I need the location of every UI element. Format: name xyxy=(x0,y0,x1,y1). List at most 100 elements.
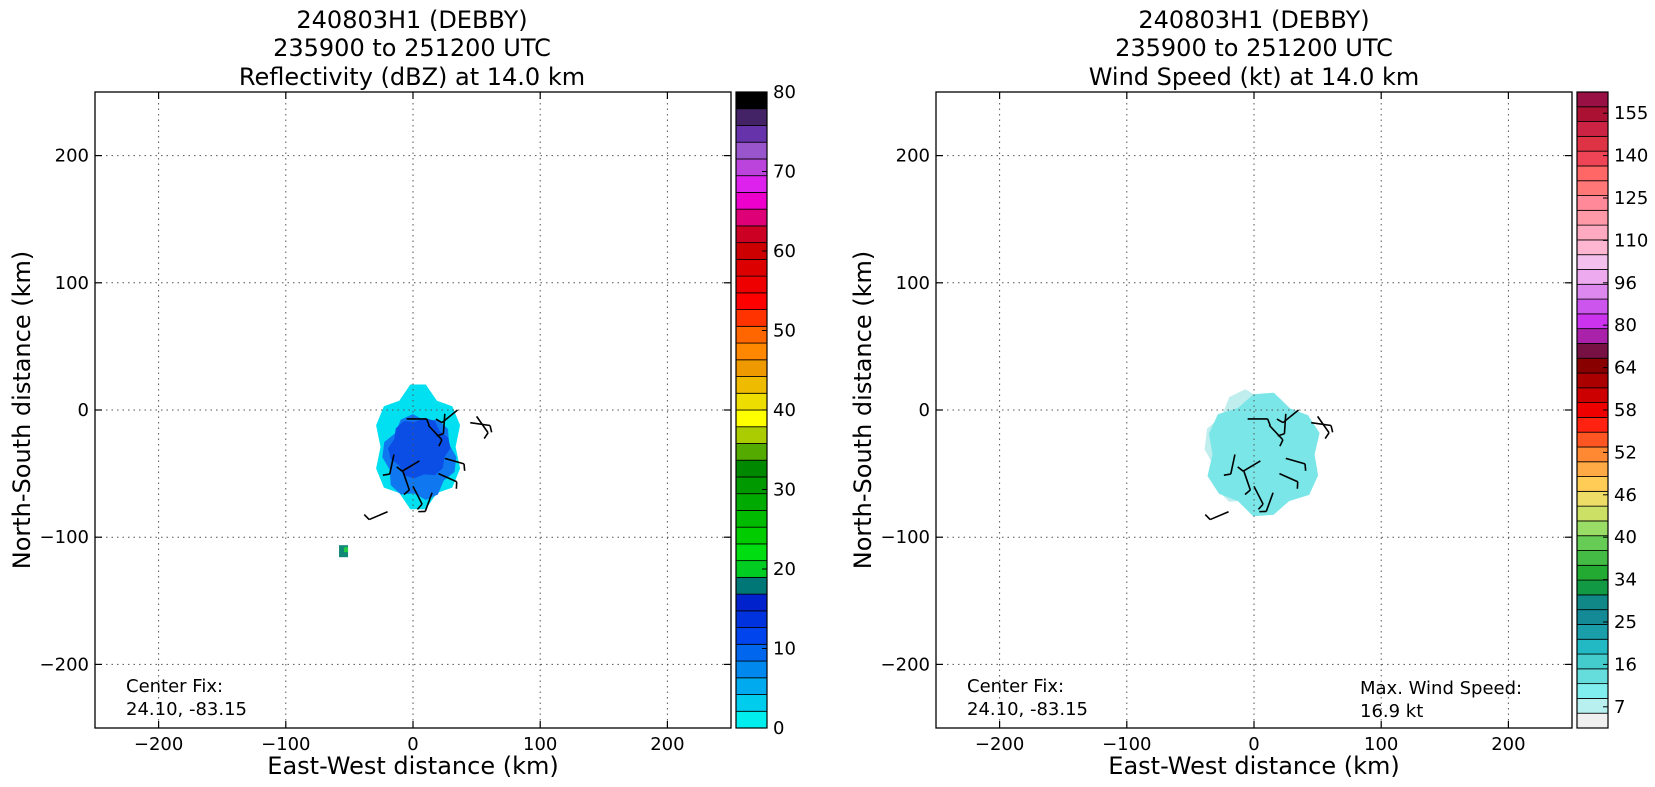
left-panel: 240803H1 (DEBBY) 235900 to 251200 UTC Re… xyxy=(8,6,796,780)
colorbar-segment xyxy=(735,426,768,444)
colorbar-segment xyxy=(735,359,768,377)
wind-barb-flag xyxy=(1237,466,1244,472)
colorbar-tick-label: 30 xyxy=(773,480,796,501)
colorbar-segment xyxy=(1576,564,1609,581)
colorbar-segment xyxy=(1576,298,1609,315)
wind-barb-flag xyxy=(436,433,444,437)
colorbar-segment xyxy=(735,342,768,361)
right-y-axis-label: North-South distance (km) xyxy=(849,251,877,570)
wind-barb-flag xyxy=(435,418,443,424)
wind-barb xyxy=(1279,472,1299,483)
wind-barb xyxy=(427,424,443,441)
wind-barb xyxy=(388,454,395,475)
colorbar-tick-label: 25 xyxy=(1614,612,1637,633)
left-colorbar: 0 10 20 30 40 50 60 70 80 xyxy=(735,82,796,739)
colorbar-segment xyxy=(1576,239,1609,256)
y-tick-label: −200 xyxy=(40,654,89,675)
wind-barb-flag xyxy=(1324,432,1330,440)
wind-barb-flag xyxy=(489,425,493,433)
wind-barb-flag xyxy=(1244,489,1251,496)
left-plot-data xyxy=(339,384,493,558)
colorbar-segment xyxy=(1576,446,1609,463)
x-tick-label: 200 xyxy=(1491,734,1525,755)
wind-barb xyxy=(1229,454,1236,475)
colorbar-segment xyxy=(1576,254,1609,270)
wind-barb-flag xyxy=(1266,418,1271,426)
colorbar-segment xyxy=(735,443,768,461)
left-x-axis-label: East-West distance (km) xyxy=(267,752,558,780)
colorbar-segment xyxy=(1576,313,1609,330)
max-wind-value: 16.9 kt xyxy=(1360,701,1423,722)
colorbar-segment xyxy=(735,192,768,210)
wind-barb xyxy=(1282,409,1300,424)
colorbar-segment xyxy=(1576,505,1609,522)
colorbar-segment xyxy=(1576,372,1609,389)
left-grid xyxy=(95,92,731,728)
wind-barb-flag xyxy=(1277,433,1285,437)
y-tick-label: 0 xyxy=(78,400,89,421)
colorbar-segment xyxy=(735,258,768,277)
colorbar-segment xyxy=(735,543,768,562)
left-title-line-3: Reflectivity (dBZ) at 14.0 km xyxy=(239,63,585,91)
right-center-fix-value: 24.10, -83.15 xyxy=(967,699,1088,720)
colorbar-segment xyxy=(1576,520,1609,537)
colorbar-segment xyxy=(1576,698,1609,714)
colorbar-segment xyxy=(735,409,768,428)
colorbar-tick-label: 70 xyxy=(773,162,796,183)
colorbar-segment xyxy=(1576,550,1609,566)
colorbar-segment xyxy=(735,627,768,645)
wind-barb xyxy=(1285,457,1306,465)
colorbar-segment xyxy=(1576,180,1609,196)
wind-barb xyxy=(1265,492,1274,512)
colorbar-tick-label: 52 xyxy=(1614,442,1637,463)
wind-barb xyxy=(1242,460,1261,472)
wind-barb xyxy=(402,470,411,491)
colorbar-segment xyxy=(735,593,768,612)
wind-barb xyxy=(1268,424,1284,441)
wind-barb xyxy=(441,409,459,424)
left-axis-ticks: −200 −100 0 100 200 −200 −100 0 100 200 xyxy=(40,92,731,755)
colorbar-segment xyxy=(1576,638,1609,655)
colorbar-tick-label: 80 xyxy=(1614,315,1637,336)
colorbar-tick-label: 80 xyxy=(773,82,796,103)
colorbar-segment xyxy=(1576,387,1609,404)
wind-barb xyxy=(470,421,491,427)
wind-barb xyxy=(412,485,423,505)
wind-barb xyxy=(1253,485,1264,505)
y-tick-label: 200 xyxy=(896,146,930,167)
right-grid xyxy=(936,92,1572,728)
left-title-line-2: 235900 to 251200 UTC xyxy=(273,34,551,62)
wind-barb-flag xyxy=(438,439,443,447)
colorbar-segment xyxy=(1576,431,1609,448)
colorbar-tick-label: 64 xyxy=(1614,358,1637,379)
left-y-axis-label: North-South distance (km) xyxy=(8,251,36,570)
wind-barb xyxy=(1209,511,1229,521)
wind-barb-flag xyxy=(1279,439,1284,447)
y-tick-label: 100 xyxy=(896,273,930,294)
colorbar-segment xyxy=(735,208,768,227)
wind-barb xyxy=(444,457,465,465)
y-tick-label: 200 xyxy=(55,146,89,167)
colorbar-tick-label: 34 xyxy=(1614,570,1637,591)
colorbar-segment xyxy=(735,225,768,244)
isolated-echo xyxy=(339,545,349,558)
colorbar-segment xyxy=(1576,269,1609,285)
right-panel: 240803H1 (DEBBY) 235900 to 251200 UTC Wi… xyxy=(849,6,1648,780)
colorbar-segment xyxy=(735,325,768,344)
wind-barb-flag xyxy=(1204,514,1211,521)
x-tick-label: −200 xyxy=(134,734,183,755)
left-center-fix-value: 24.10, -83.15 xyxy=(126,699,247,720)
colorbar-segment xyxy=(735,108,768,126)
max-wind-label: Max. Wind Speed: xyxy=(1360,678,1522,699)
y-tick-label: 0 xyxy=(919,400,930,421)
right-plot-data xyxy=(1204,389,1334,521)
wind-barb-flag xyxy=(1330,425,1334,433)
colorbar-segment xyxy=(1576,328,1609,344)
colorbar-segment xyxy=(735,576,768,595)
colorbar-tick-label: 60 xyxy=(773,241,796,262)
wind-barb-flag xyxy=(483,432,489,440)
colorbar-segment xyxy=(735,493,768,511)
y-tick-label: −100 xyxy=(40,527,89,548)
colorbar-segment xyxy=(735,459,768,478)
wind-barb-flag xyxy=(425,418,430,426)
